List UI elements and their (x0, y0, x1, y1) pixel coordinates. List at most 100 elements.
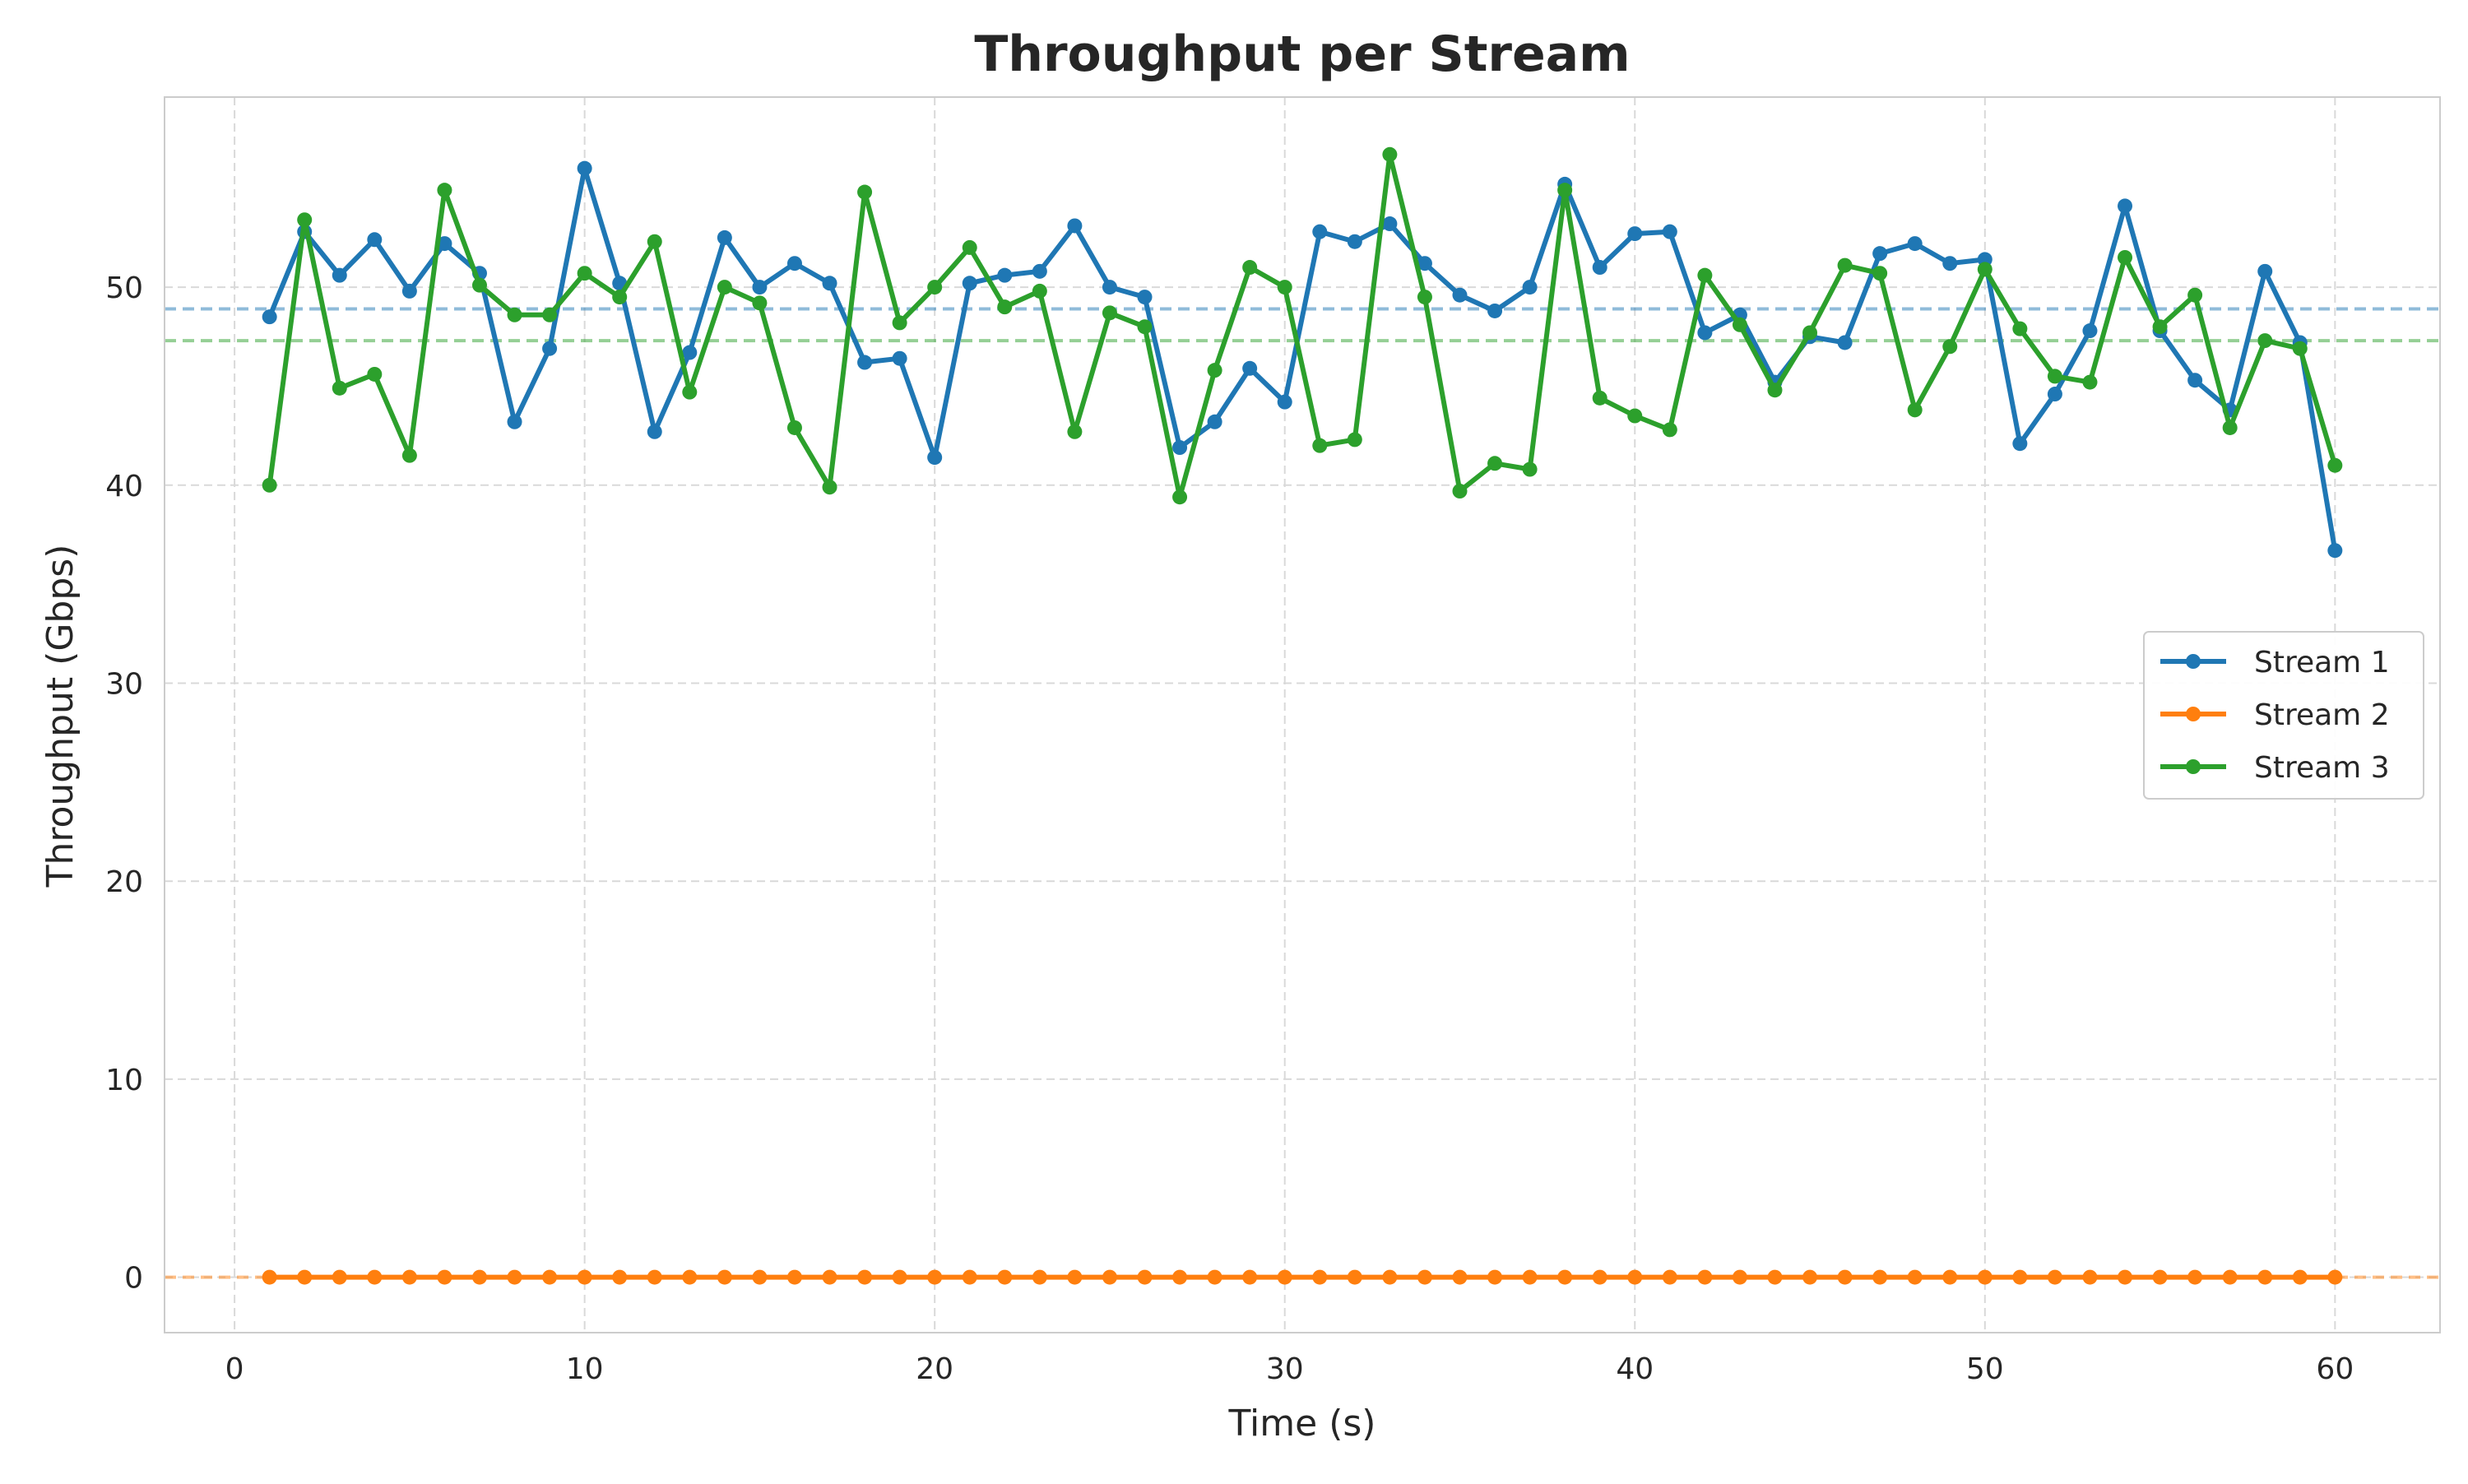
data-point (786, 256, 802, 271)
data-point (1312, 1269, 1328, 1285)
data-point (857, 184, 873, 200)
x-tick-label: 40 (1616, 1352, 1654, 1386)
data-point (2012, 321, 2028, 336)
data-point (2222, 420, 2238, 435)
data-point (1137, 319, 1153, 335)
x-tick-label: 50 (1966, 1352, 2004, 1386)
data-point (401, 448, 417, 463)
data-point (2082, 374, 2098, 390)
data-point (1942, 339, 1958, 355)
series-group (262, 146, 2343, 505)
data-point (1417, 290, 1432, 305)
data-point (1592, 260, 1607, 276)
y-tick-label: 40 (105, 470, 143, 503)
data-point (1312, 224, 1328, 239)
data-point (367, 1269, 383, 1285)
data-point (962, 1269, 977, 1285)
legend-swatch-marker (2186, 707, 2201, 721)
legend-label: Stream 2 (2254, 698, 2390, 732)
data-point (1172, 489, 1188, 505)
data-point (682, 1269, 698, 1285)
data-point (1977, 262, 1992, 277)
data-point (1207, 1269, 1222, 1285)
data-point (1837, 1269, 1853, 1285)
data-point (1277, 280, 1292, 295)
x-tick-label: 0 (225, 1352, 244, 1386)
data-point (1802, 1269, 1818, 1285)
legend-label: Stream 3 (2254, 751, 2390, 785)
data-point (822, 480, 837, 495)
data-point (1277, 1269, 1292, 1285)
data-point (612, 1269, 628, 1285)
data-point (1557, 183, 1573, 198)
data-point (997, 1269, 1013, 1285)
data-point (2082, 1269, 2098, 1285)
data-point (1347, 432, 1362, 448)
data-point (577, 160, 592, 176)
data-point (2118, 249, 2133, 265)
data-point (927, 280, 943, 295)
data-point (332, 1269, 347, 1285)
data-point (647, 234, 662, 249)
data-point (1487, 1269, 1503, 1285)
data-point (2187, 287, 2203, 303)
data-point (822, 276, 837, 291)
data-point (1242, 1269, 1258, 1285)
data-point (2327, 543, 2343, 559)
data-point (2152, 319, 2168, 335)
data-point (1417, 256, 1432, 271)
data-point (1207, 414, 1222, 429)
data-point (1907, 402, 1923, 418)
data-point (1732, 317, 1747, 332)
x-tick-label: 20 (916, 1352, 953, 1386)
data-point (1172, 440, 1188, 456)
data-point (1207, 363, 1222, 378)
data-point (1452, 1269, 1468, 1285)
data-point (1242, 260, 1258, 276)
data-point (1662, 1269, 1677, 1285)
mean-reference-lines (165, 307, 2440, 1279)
data-point (297, 1269, 313, 1285)
y-tick-label: 20 (105, 865, 143, 899)
data-point (367, 366, 383, 382)
data-point (2082, 323, 2098, 339)
data-point (401, 283, 417, 299)
data-point (682, 345, 698, 360)
data-point (1347, 234, 1362, 249)
data-point (1627, 1269, 1643, 1285)
data-point (1382, 146, 1398, 162)
data-point (752, 280, 768, 295)
data-point (2292, 341, 2308, 356)
data-point (471, 1269, 487, 1285)
data-point (2327, 457, 2343, 473)
data-point (1487, 456, 1503, 471)
data-point (962, 239, 977, 255)
data-point (822, 1269, 837, 1285)
data-point (892, 315, 907, 331)
data-point (717, 1269, 732, 1285)
data-point (262, 1269, 277, 1285)
data-point (1312, 438, 1328, 453)
data-point (1522, 280, 1538, 295)
data-point (2292, 1269, 2308, 1285)
data-point (857, 1269, 873, 1285)
data-point (1137, 1269, 1153, 1285)
data-point (1277, 394, 1292, 410)
data-point (1522, 461, 1538, 477)
data-point (1067, 1269, 1083, 1285)
x-tick-label: 30 (1266, 1352, 1304, 1386)
data-point (2327, 1269, 2343, 1285)
y-tick-label: 50 (105, 271, 143, 305)
data-point (786, 420, 802, 435)
data-point (1837, 257, 1853, 273)
data-point (1102, 1269, 1117, 1285)
data-point (437, 1269, 452, 1285)
data-point (262, 309, 277, 325)
data-point (927, 1269, 943, 1285)
series-line (267, 165, 2338, 554)
data-point (1697, 325, 1713, 341)
axis-ticks: 0 10 20 30 40 50 60 0 10 20 30 40 50 (105, 271, 2354, 1386)
data-point (682, 384, 698, 400)
data-point (1802, 325, 1818, 341)
data-point (1172, 1269, 1188, 1285)
